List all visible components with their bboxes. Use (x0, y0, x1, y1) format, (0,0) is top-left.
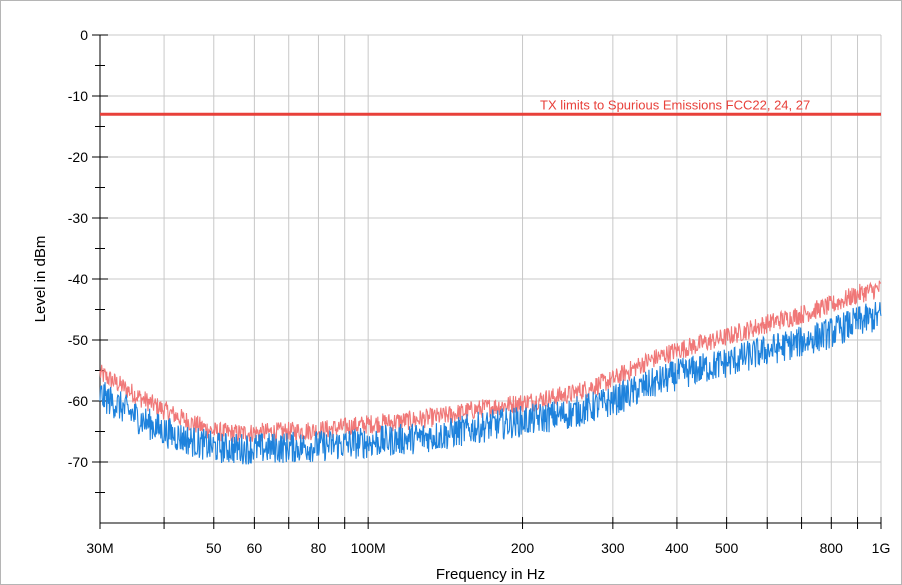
limit-layer: TX limits to Spurious Emissions FCC22, 2… (100, 97, 881, 116)
limit-line-label: TX limits to Spurious Emissions FCC22, 2… (540, 97, 810, 112)
x-tick-label: 100M (351, 540, 386, 556)
axes (92, 34, 882, 529)
y-tick-label: -20 (68, 149, 88, 165)
x-tick-label: 500 (715, 540, 739, 556)
x-tick-label: 1G (872, 540, 891, 556)
y-tick-label: -30 (68, 210, 88, 226)
x-tick-label: 60 (247, 540, 263, 556)
y-tick-label: -50 (68, 332, 88, 348)
y-tick-label: -10 (68, 88, 88, 104)
x-tick-label: 300 (601, 540, 625, 556)
x-tick-label: 50 (206, 540, 222, 556)
x-tick-label: 200 (511, 540, 535, 556)
x-axis-title: Frequency in Hz (436, 566, 545, 583)
x-tick-label: 800 (820, 540, 844, 556)
tick-labels: 0 -10 -20 -30 -40 -50 -60 -70 30M 50 60 80 100M 200 30… (68, 27, 891, 556)
y-tick-label: -70 (68, 454, 88, 470)
y-tick-label: -60 (68, 393, 88, 409)
x-tick-label: 80 (311, 540, 327, 556)
grid (99, 34, 882, 523)
series-layer (99, 280, 882, 465)
x-tick-label: 30M (86, 540, 113, 556)
y-tick-label: 0 (80, 27, 88, 43)
series-trace-2 (99, 302, 882, 465)
y-tick-label: -40 (68, 271, 88, 287)
x-tick-label: 400 (665, 540, 689, 556)
y-axis-title: Level in dBm (32, 236, 49, 323)
